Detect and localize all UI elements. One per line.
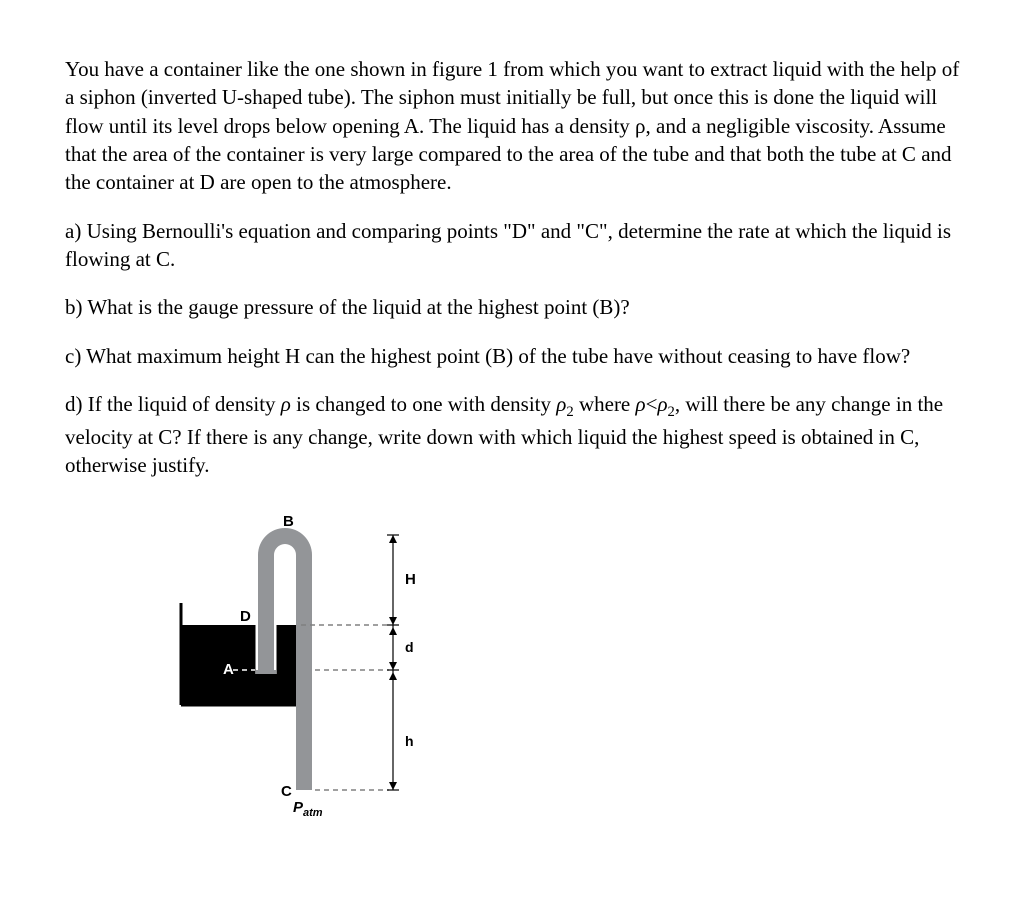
part-d: d) If the liquid of density ρ is changed… [65, 390, 966, 480]
label-d: d [405, 639, 414, 655]
siphon-svg [125, 515, 475, 835]
label-C: C [281, 783, 292, 800]
label-B: B [283, 513, 294, 530]
part-b: b) What is the gauge pressure of the liq… [65, 293, 966, 321]
label-h: h [405, 733, 414, 749]
part-a: a) Using Bernoulli's equation and compar… [65, 217, 966, 274]
siphon-figure: B D A C H d h Patm [125, 515, 475, 835]
intro-text: You have a container like the one shown … [65, 55, 966, 197]
label-A: A [223, 661, 234, 678]
part-c: c) What maximum height H can the highest… [65, 342, 966, 370]
label-Patm: Patm [293, 799, 323, 819]
label-D: D [240, 608, 251, 625]
label-H: H [405, 571, 416, 588]
